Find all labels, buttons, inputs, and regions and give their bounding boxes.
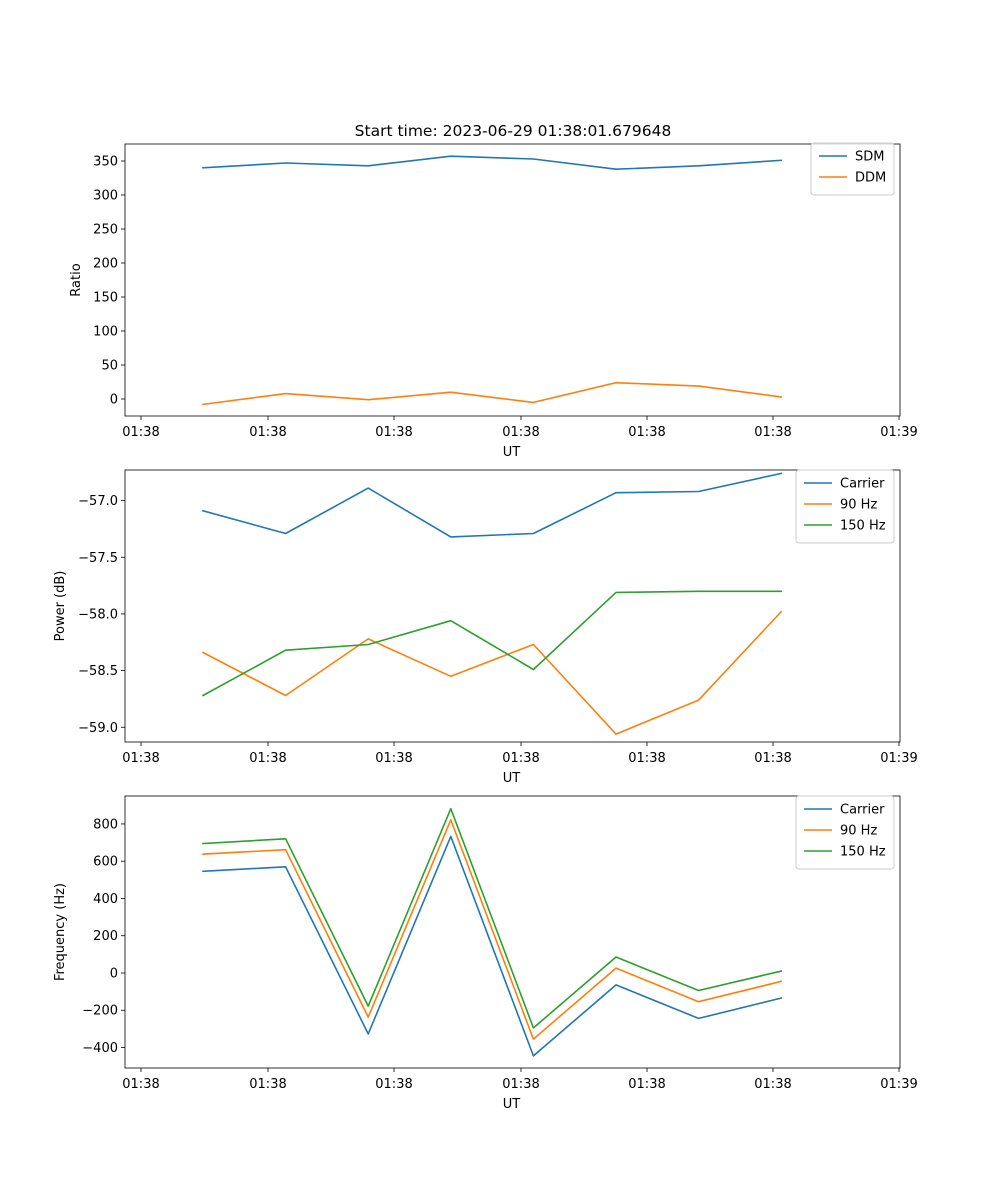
- x-tick-label: 01:39: [880, 425, 917, 440]
- x-tick-label: 01:39: [880, 1077, 917, 1092]
- x-tick-label: 01:38: [628, 425, 665, 440]
- x-tick-label: 01:38: [754, 751, 791, 766]
- figure-title: Start time: 2023-06-29 01:38:01.679648: [355, 122, 672, 140]
- y-tick-label: 0: [110, 966, 118, 981]
- x-tick-label: 01:38: [502, 1077, 539, 1092]
- series-line-3: [202, 807, 783, 1029]
- x-tick-label: 01:38: [122, 425, 159, 440]
- legend-label: Carrier: [840, 803, 885, 818]
- y-tick-label: 150: [93, 291, 118, 306]
- y-tick-label: −58.5: [78, 664, 118, 679]
- plot-frame: [124, 795, 901, 1069]
- series-line-2: [202, 818, 783, 1040]
- x-tick-label: 01:38: [375, 1077, 412, 1092]
- legend: Carrier 90 Hz 150 Hz: [795, 469, 895, 544]
- x-tick-label: 01:38: [628, 1077, 665, 1092]
- x-tick-label: 01:38: [628, 751, 665, 766]
- y-tick-label: 800: [93, 817, 118, 832]
- panel-2: −59.0 −58.5 −58.0 −57.5 −57.0 01:38 01:38 01:38…: [53, 469, 918, 786]
- legend-label: 90 Hz: [840, 824, 877, 839]
- y-tick-label: −58.0: [78, 607, 118, 622]
- y-tick-label: 50: [101, 359, 118, 374]
- x-tick-label: 01:38: [249, 1077, 286, 1092]
- y-tick-label: 200: [93, 929, 118, 944]
- legend-label: Carrier: [840, 477, 885, 492]
- legend: SDM DDM: [810, 142, 895, 196]
- legend-label: SDM: [855, 150, 884, 165]
- x-tick-label: 01:38: [249, 425, 286, 440]
- y-tick-label: 200: [93, 257, 118, 272]
- y-axis-label: Power (dB): [53, 571, 68, 642]
- y-tick-label: 100: [93, 325, 118, 340]
- legend-label: 90 Hz: [840, 498, 877, 513]
- panel-3: −400 −200 0 200 400 600 800 01:38 01:38 01:38 01:3…: [53, 795, 918, 1112]
- y-axis-label: Frequency (Hz): [53, 883, 68, 981]
- y-tick-label: −59.0: [78, 721, 118, 736]
- panel-1: 0 50 100 150 200 250 300 350 01:38 01:38 01:38 01:3…: [69, 142, 918, 460]
- y-tick-label: 0: [110, 393, 118, 408]
- x-tick-label: 01:38: [754, 425, 791, 440]
- y-tick-label: −57.5: [78, 551, 118, 566]
- legend-label: 150 Hz: [840, 519, 886, 534]
- plot-frame: [124, 469, 901, 743]
- legend: Carrier 90 Hz 150 Hz: [795, 795, 895, 870]
- y-tick-label: 400: [93, 892, 118, 907]
- series-line-1: [202, 472, 783, 538]
- y-tick-label: 600: [93, 855, 118, 870]
- x-tick-label: 01:39: [880, 751, 917, 766]
- series-line-3: [201, 590, 783, 697]
- x-tick-label: 01:38: [502, 425, 539, 440]
- x-axis-label: UT: [503, 445, 521, 460]
- y-tick-label: −57.0: [78, 494, 118, 509]
- series-line-1: [202, 155, 783, 170]
- chart-panels: 0 50 100 150 200 250 300 350 01:38 01:38 01:38 01:3…: [53, 142, 918, 1112]
- x-axis-label: UT: [503, 1097, 521, 1112]
- y-tick-label: 300: [93, 189, 118, 204]
- series-line-1: [202, 835, 783, 1057]
- plot-frame: [124, 143, 901, 417]
- y-tick-label: −400: [82, 1041, 118, 1056]
- legend-label: 150 Hz: [840, 845, 886, 860]
- x-tick-label: 01:38: [375, 425, 412, 440]
- series-line-2: [201, 610, 783, 735]
- x-axis-label: UT: [503, 771, 521, 786]
- x-tick-label: 01:38: [122, 1077, 159, 1092]
- y-tick-label: 350: [93, 155, 118, 170]
- y-axis-label: Ratio: [69, 263, 84, 296]
- y-tick-label: −200: [82, 1004, 118, 1019]
- x-tick-label: 01:38: [249, 751, 286, 766]
- x-tick-label: 01:38: [502, 751, 539, 766]
- series-line-2: [202, 381, 783, 406]
- x-tick-label: 01:38: [122, 751, 159, 766]
- legend-label: DDM: [855, 171, 886, 186]
- x-tick-label: 01:38: [375, 751, 412, 766]
- y-tick-label: 250: [93, 223, 118, 238]
- x-tick-label: 01:38: [754, 1077, 791, 1092]
